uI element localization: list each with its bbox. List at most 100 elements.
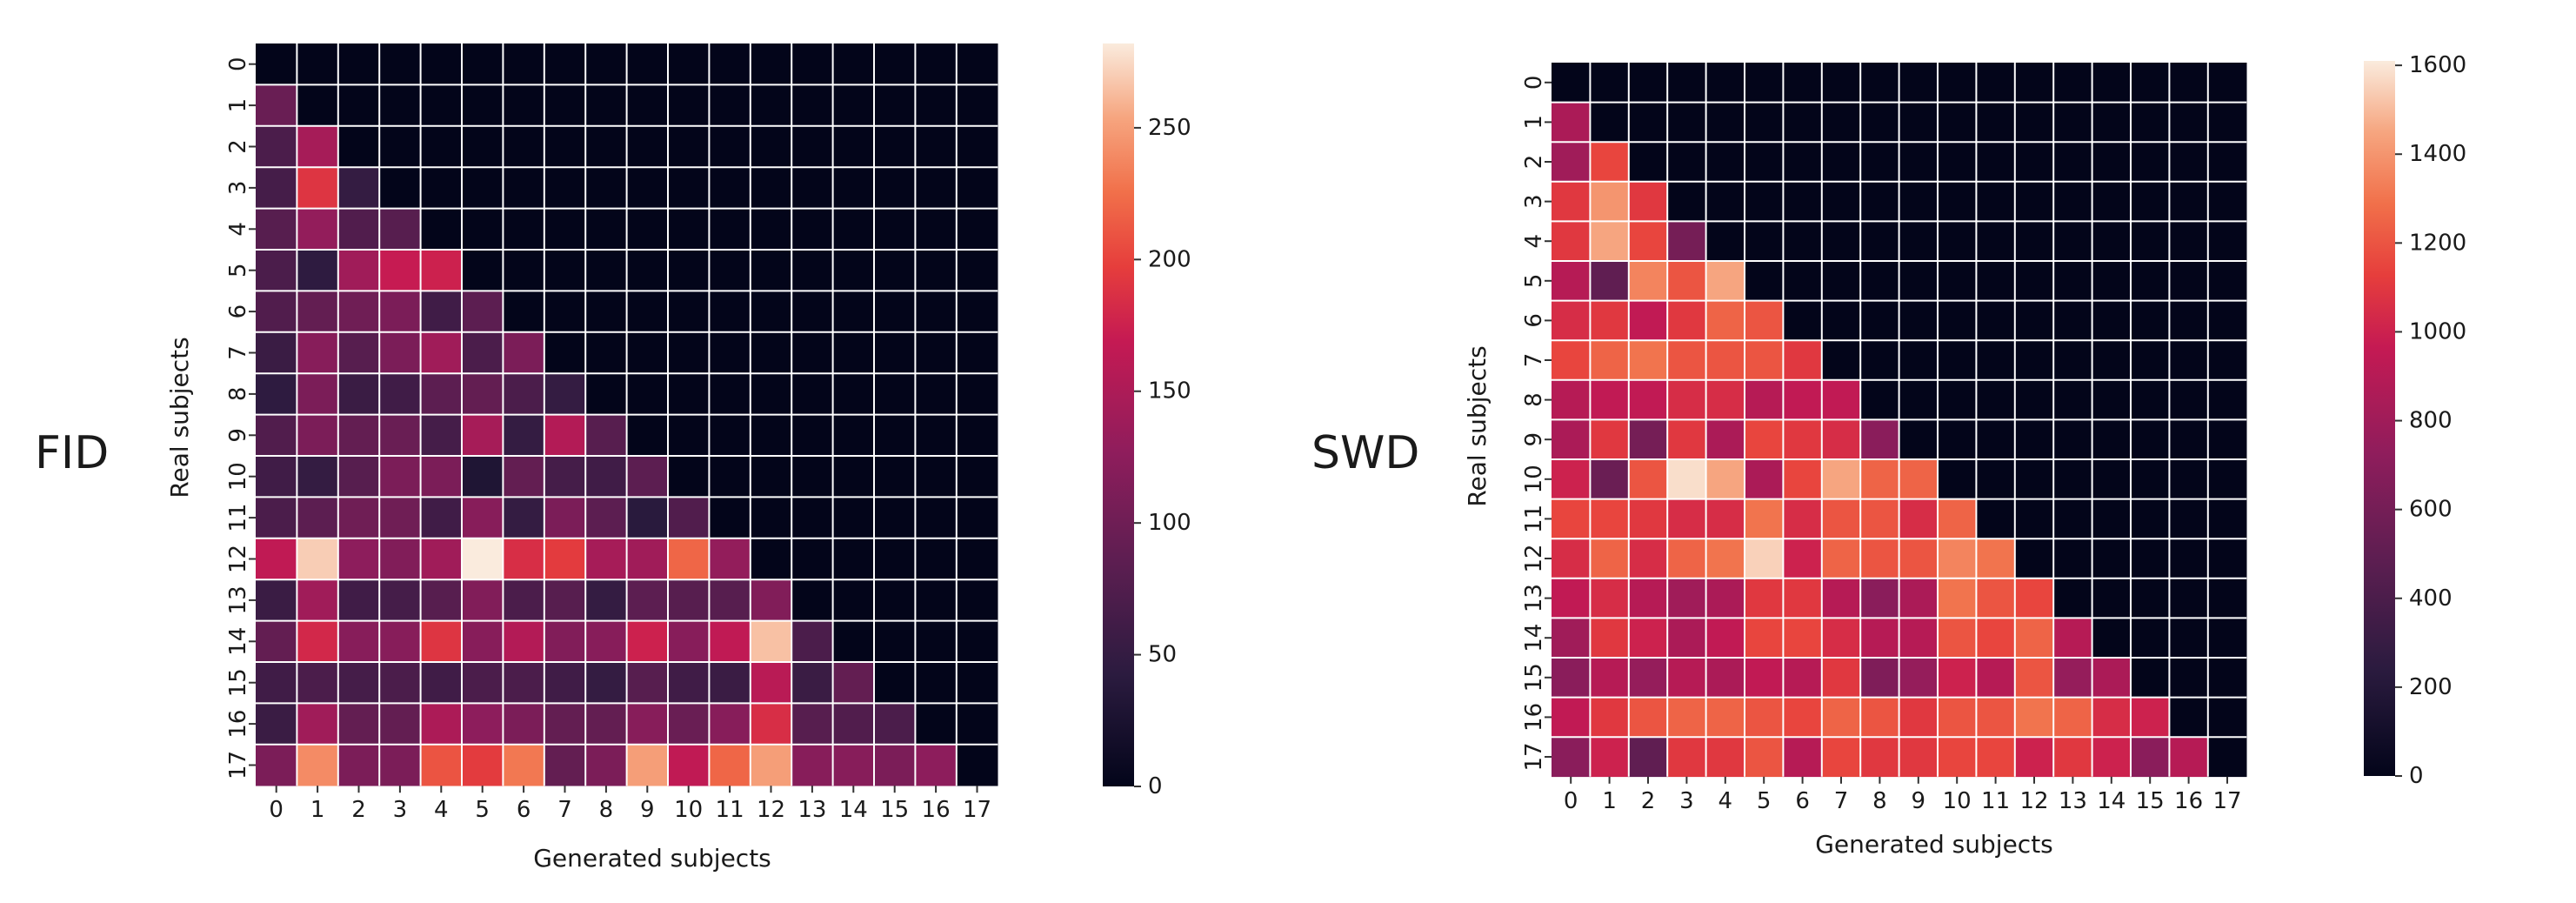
swd-cell-r12-c10 [1938,538,1977,579]
swd-cell-r4-c15 [2131,221,2170,262]
fid-cell-r11-c3 [379,497,421,539]
swd-cell-r15-c9 [1899,658,1939,698]
fid-cell-r12-c17 [956,538,998,580]
swd-cell-r7-c2 [1628,340,1668,381]
fid-cell-r15-c16 [915,662,958,704]
fid-cell-r12-c0 [256,538,297,580]
fid-cell-r10-c3 [379,456,421,498]
swd-cell-r1-c4 [1705,102,1745,143]
fid-cell-r11-c10 [668,497,710,539]
fid-y-tick-label: 13 [225,585,251,614]
swd-cell-r2-c5 [1745,142,1784,183]
swd-cell-r14-c6 [1783,618,1823,659]
swd-cell-r2-c8 [1860,142,1899,183]
swd-cell-r13-c1 [1590,578,1630,619]
fid-cell-r3-c17 [956,167,998,209]
swd-cell-r1-c12 [2014,102,2054,143]
fid-cell-r17-c4 [420,744,463,786]
fid-cell-r16-c13 [791,703,833,746]
swd-cell-r7-c0 [1552,340,1591,381]
fid-cell-r16-c15 [874,703,916,746]
swd-cell-r10-c10 [1938,459,1977,499]
swd-cell-r1-c0 [1552,102,1591,143]
fid-cell-r9-c2 [337,414,380,457]
fid-cell-r2-c10 [668,125,710,168]
swd-cell-r8-c11 [1976,379,2016,420]
swd-cell-r2-c14 [2092,142,2132,183]
fid-cell-r13-c15 [874,579,916,621]
swd-cell-r13-c11 [1976,578,2016,619]
fid-cell-r12-c16 [915,538,958,580]
fid-cell-r3-c12 [750,167,792,209]
fid-colorbar-tick-label: 100 [1148,510,1191,536]
fid-x-tick-label: 10 [674,797,703,823]
fid-x-tick-label: 15 [880,797,909,823]
swd-cell-r5-c11 [1976,261,2016,301]
fid-cell-r15-c14 [832,662,875,704]
swd-cell-r8-c1 [1590,379,1630,420]
fid-cell-r8-c3 [379,373,421,415]
fid-cell-r4-c14 [832,208,875,251]
swd-cell-r16-c7 [1821,697,1861,738]
swd-cell-r9-c17 [2207,419,2247,460]
swd-cell-r4-c8 [1860,221,1899,262]
swd-cell-r10-c17 [2207,459,2247,499]
swd-y-tick-label: 3 [1521,194,1547,209]
swd-cell-r5-c2 [1628,261,1668,301]
fid-cell-r6-c3 [379,291,421,333]
fid-cell-r5-c13 [791,250,833,291]
swd-cell-r15-c12 [2014,658,2054,698]
fid-cell-r9-c4 [420,414,463,457]
swd-cell-r11-c10 [1938,498,1977,539]
swd-cell-r11-c1 [1590,498,1630,539]
swd-cell-r9-c10 [1938,419,1977,460]
swd-cell-r12-c14 [2092,538,2132,579]
swd-cell-r14-c17 [2207,618,2247,659]
swd-cell-r12-c9 [1899,538,1939,579]
swd-x-tick-label: 14 [2097,788,2126,814]
swd-panel-title: SWD [1311,427,1419,479]
fid-cell-r8-c11 [709,373,751,415]
fid-colorbar [1103,43,1134,786]
swd-cell-r11-c8 [1860,498,1899,539]
swd-cell-r2-c0 [1552,142,1591,183]
swd-cell-r7-c5 [1745,340,1784,381]
fid-cell-r12-c15 [874,538,916,580]
fid-cell-r11-c4 [420,497,463,539]
fid-cell-r15-c5 [462,662,504,704]
fid-cell-r8-c2 [337,373,380,415]
swd-cell-r17-c1 [1590,737,1630,778]
swd-colorbar-tick-label: 800 [2409,408,2453,434]
fid-cell-r2-c6 [503,125,545,168]
fid-x-tick-label: 13 [797,797,826,823]
swd-cell-r6-c10 [1938,300,1977,341]
swd-y-tick-label: 15 [1521,663,1547,692]
fid-cell-r9-c15 [874,414,916,457]
fid-cell-r17-c9 [626,744,669,786]
swd-cell-r13-c13 [2053,578,2092,619]
swd-cell-r11-c5 [1745,498,1784,539]
swd-cell-r5-c14 [2092,261,2132,301]
swd-cell-r14-c16 [2169,618,2209,659]
swd-cell-r16-c16 [2169,697,2209,738]
swd-cell-r11-c17 [2207,498,2247,539]
fid-cell-r9-c1 [297,414,339,457]
swd-x-tick-labels: 0 1 2 3 4 5 6 7 8 9 10 11 12 13 14 15 16 17 [1564,776,2242,814]
swd-cell-r9-c15 [2131,419,2170,460]
swd-cell-r4-c6 [1783,221,1823,262]
fid-cell-r12-c8 [585,538,627,580]
fid-cell-r12-c3 [379,538,421,580]
swd-cell-r6-c0 [1552,300,1591,341]
swd-cell-r13-c6 [1783,578,1823,619]
fid-cell-r15-c2 [337,662,380,704]
swd-cell-r9-c13 [2053,419,2092,460]
fid-cell-r5-c14 [832,250,875,291]
fid-x-tick-label: 8 [599,797,614,823]
fid-cell-r11-c8 [585,497,627,539]
swd-cell-r2-c7 [1821,142,1861,183]
swd-cell-r5-c8 [1860,261,1899,301]
fid-cell-r13-c13 [791,579,833,621]
fid-cell-r5-c5 [462,250,504,291]
fid-cell-r4-c17 [956,208,998,251]
fid-y-tick-label: 0 [225,57,251,71]
